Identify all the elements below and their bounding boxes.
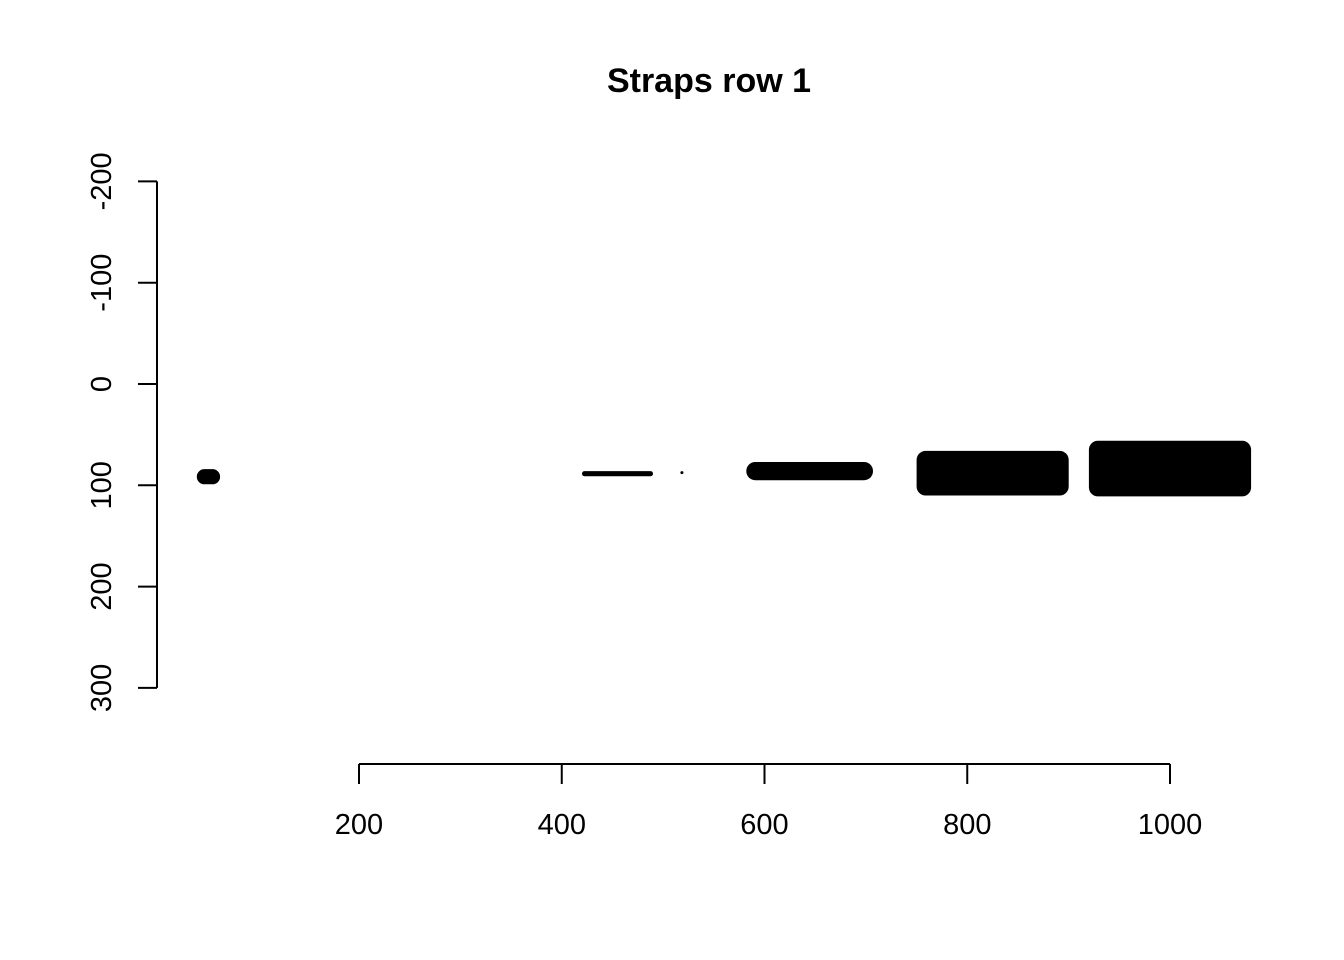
x-tick-label: 1000 xyxy=(1138,809,1203,841)
y-axis: -200 -100 0 100 200 300 xyxy=(86,152,158,712)
y-tick-label: 100 xyxy=(86,461,118,509)
band-5 xyxy=(916,450,1069,496)
x-tick-label: 800 xyxy=(943,809,991,841)
y-tick-label: 0 xyxy=(86,376,118,392)
band-1 xyxy=(196,469,221,485)
band-4 xyxy=(746,462,873,481)
x-tick-label: 400 xyxy=(538,809,586,841)
y-tick-label: 300 xyxy=(86,664,118,712)
chart-title: Straps row 1 xyxy=(607,62,811,100)
x-tick-label: 600 xyxy=(740,809,788,841)
y-tick-label: 200 xyxy=(86,562,118,610)
band-3 xyxy=(680,471,684,475)
x-tick-label: 200 xyxy=(335,809,383,841)
band-2 xyxy=(582,471,653,477)
y-tick-label: -200 xyxy=(86,152,118,210)
band-6 xyxy=(1088,440,1252,497)
x-axis: 200 400 600 800 1000 xyxy=(335,763,1203,841)
y-tick-label: -100 xyxy=(86,254,118,312)
bands xyxy=(196,440,1252,497)
